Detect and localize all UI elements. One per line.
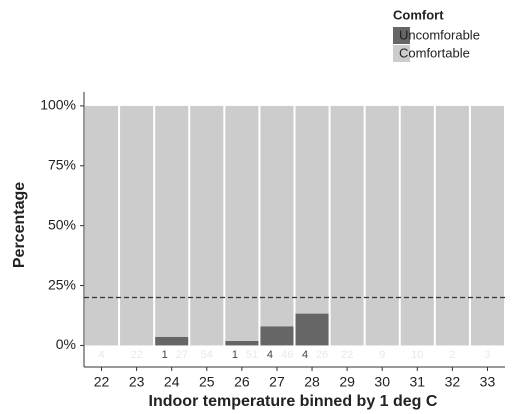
bar-segment bbox=[260, 105, 294, 327]
x-tick-label: 23 bbox=[129, 374, 145, 390]
y-axis-title: Percentage bbox=[11, 182, 28, 268]
bar-segment bbox=[260, 326, 294, 346]
count-label: 51 bbox=[246, 349, 258, 361]
x-tick-label: 26 bbox=[234, 374, 250, 390]
bar-segment bbox=[435, 105, 469, 346]
count-label: 1 bbox=[232, 349, 238, 361]
x-tick-label: 32 bbox=[445, 374, 461, 390]
x-tick-label: 31 bbox=[410, 374, 426, 390]
bar-segment bbox=[85, 105, 119, 346]
count-label: 4 bbox=[267, 349, 273, 361]
y-tick-label: 0% bbox=[56, 336, 76, 352]
x-tick-label: 30 bbox=[374, 374, 390, 390]
count-label: 46 bbox=[281, 349, 293, 361]
x-tick-label: 28 bbox=[304, 374, 320, 390]
count-label: 10 bbox=[411, 349, 423, 361]
count-label: 27 bbox=[176, 349, 188, 361]
x-tick-label: 25 bbox=[199, 374, 215, 390]
x-axis-title: Indoor temperature binned by 1 deg C bbox=[149, 393, 438, 410]
bar-segment bbox=[470, 105, 504, 346]
bar-segment bbox=[330, 105, 364, 346]
bar-segment bbox=[295, 105, 329, 314]
x-tick-label: 24 bbox=[164, 374, 180, 390]
count-label: 2 bbox=[449, 349, 455, 361]
count-label: 54 bbox=[201, 349, 213, 361]
bar-segment bbox=[365, 105, 399, 346]
count-label: 4 bbox=[302, 349, 308, 361]
bar-segment bbox=[225, 340, 259, 346]
legend-label: Comfortable bbox=[399, 45, 470, 60]
y-tick-label: 50% bbox=[48, 216, 76, 232]
bar-segment bbox=[190, 105, 224, 346]
count-label: 22 bbox=[341, 349, 353, 361]
bar-segment bbox=[155, 336, 189, 346]
x-tick-label: 33 bbox=[480, 374, 496, 390]
y-tick-label: 75% bbox=[48, 156, 76, 172]
legend-swatch bbox=[393, 27, 410, 44]
legend-title: Comfort bbox=[393, 7, 444, 22]
bar-segment bbox=[120, 105, 154, 346]
bar-segment bbox=[400, 105, 434, 346]
count-label: 26 bbox=[316, 349, 328, 361]
y-tick-label: 100% bbox=[40, 97, 76, 113]
count-label: 9 bbox=[379, 349, 385, 361]
count-label: 3 bbox=[484, 349, 490, 361]
bar-segment bbox=[155, 105, 189, 337]
legend-label: Uncomforable bbox=[399, 27, 480, 42]
count-label: 4 bbox=[98, 349, 104, 361]
y-tick-label: 25% bbox=[48, 276, 76, 292]
x-tick-label: 22 bbox=[94, 374, 110, 390]
bar-segment bbox=[295, 313, 329, 346]
x-tick-label: 27 bbox=[269, 374, 285, 390]
count-label: 22 bbox=[131, 349, 143, 361]
x-tick-label: 29 bbox=[339, 374, 355, 390]
legend-swatch bbox=[393, 45, 410, 62]
count-label: 1 bbox=[162, 349, 168, 361]
bar-segment bbox=[225, 105, 259, 341]
